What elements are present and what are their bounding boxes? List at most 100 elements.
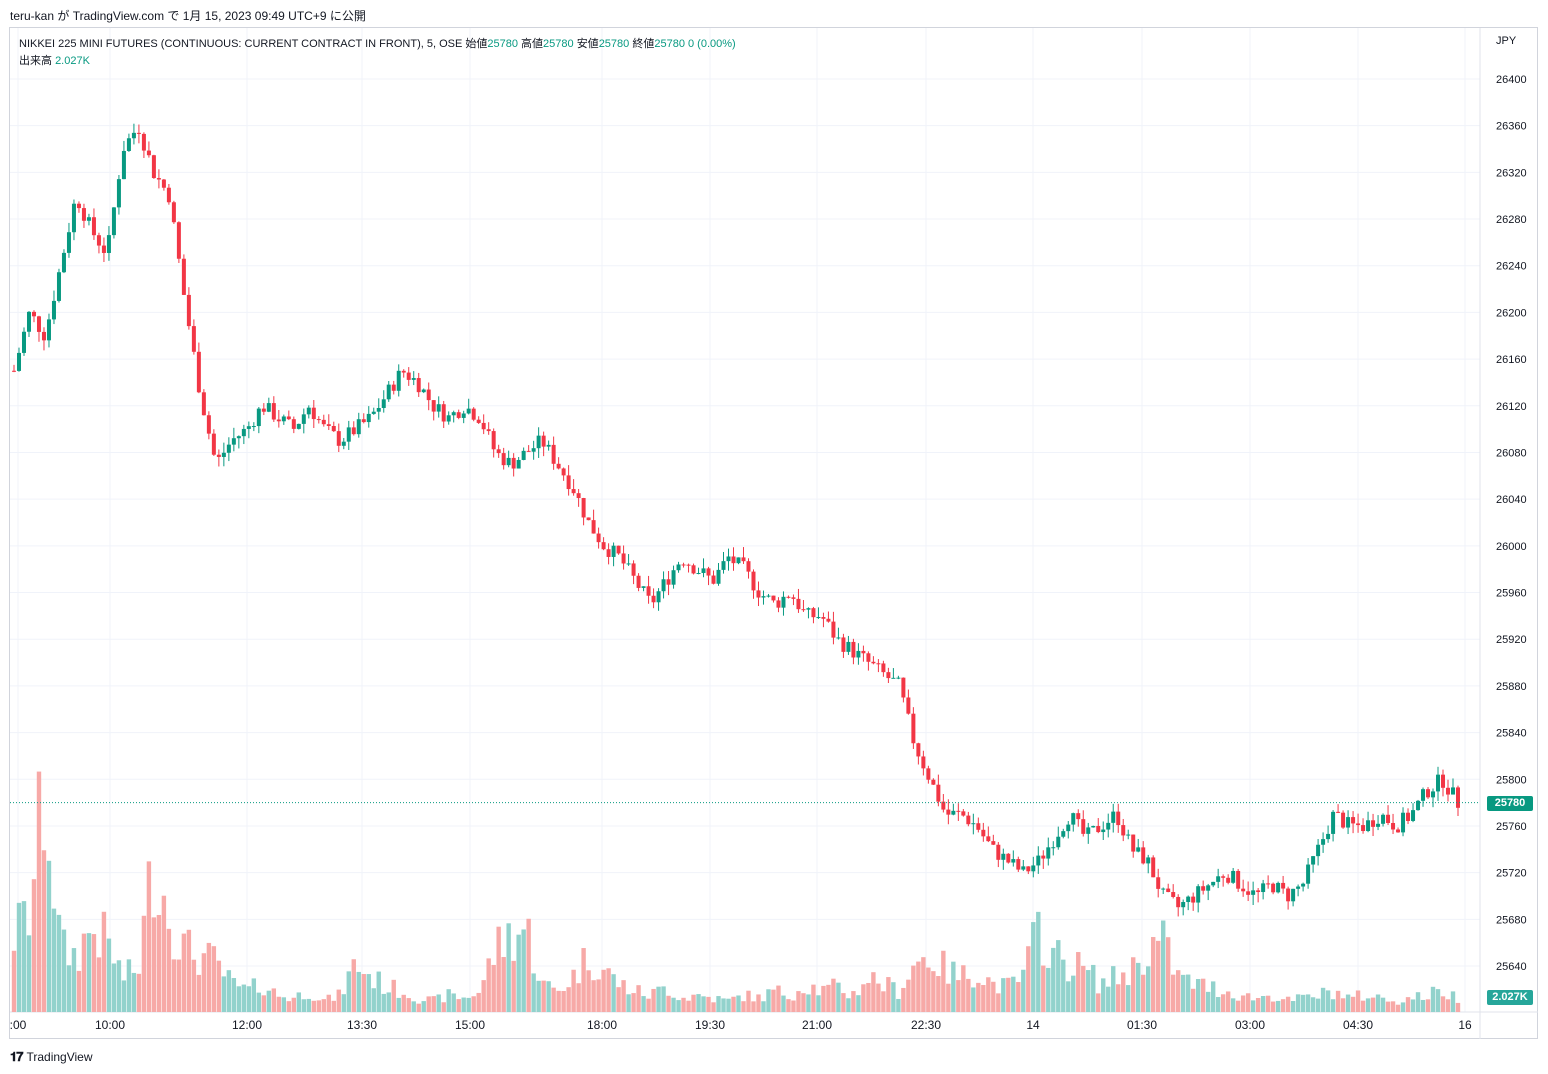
candle-body (216, 454, 221, 457)
candle-body (1131, 834, 1136, 852)
candle-body (836, 637, 841, 639)
volume-bar (906, 979, 911, 1012)
volume-bar (331, 1000, 336, 1012)
candle-body (1011, 859, 1016, 863)
y-tick-label: 25880 (1496, 681, 1527, 693)
volume-bar (1091, 964, 1096, 1012)
close-label: 終値 (632, 38, 655, 50)
candle-body (676, 564, 681, 571)
volume-bar (421, 1001, 426, 1012)
volume-bar (871, 972, 876, 1012)
volume-bar (981, 985, 986, 1012)
volume-bar (531, 973, 536, 1012)
volume-bar (691, 994, 696, 1012)
candle-body (1241, 888, 1246, 892)
volume-bar (1141, 974, 1146, 1012)
candle-body (206, 415, 211, 434)
candle-body (926, 768, 931, 780)
volume-bar (1360, 1000, 1366, 1012)
candle-body (541, 435, 546, 447)
volume-bar (291, 997, 297, 1012)
volume-bar (796, 991, 801, 1012)
volume-bar (1041, 965, 1046, 1012)
candle-body (251, 426, 256, 428)
volume-bar (191, 959, 197, 1012)
candle-body (1136, 847, 1141, 852)
candle-body (681, 564, 686, 566)
candle-body (1256, 890, 1261, 893)
volume-bar (376, 971, 381, 1012)
candle-body (1191, 896, 1196, 903)
candle-body (846, 641, 851, 652)
candle-body (131, 132, 136, 139)
candle-body (986, 836, 991, 842)
candle-body (776, 600, 781, 608)
volume-bar (626, 994, 631, 1012)
x-tick-label: 15:00 (455, 1018, 485, 1032)
tradingview-brand[interactable]: 𝟏𝟕 TradingView (10, 1049, 93, 1065)
volume-bar (1280, 999, 1286, 1012)
volume-bar (106, 938, 112, 1012)
volume-bar (811, 984, 816, 1012)
high-value: 25780 (543, 38, 574, 50)
volume-bar (281, 997, 287, 1012)
volume-bar (306, 998, 311, 1012)
volume-bar (631, 993, 636, 1012)
volume-bar (866, 982, 871, 1012)
candle-body (36, 316, 41, 332)
y-tick-label: 26000 (1496, 541, 1527, 553)
candle-body (481, 422, 486, 430)
volume-bar (771, 989, 776, 1012)
volume-bar (86, 933, 92, 1012)
candle-body (1186, 896, 1191, 903)
volume-bar (171, 959, 177, 1012)
volume-bar (851, 991, 856, 1012)
candle-body (706, 568, 711, 576)
chart-frame[interactable] (9, 27, 1538, 1039)
volume-bar (1096, 993, 1101, 1012)
candle-body (756, 590, 761, 598)
candle-body (801, 609, 806, 611)
volume-bar (1205, 991, 1211, 1012)
volume-bar (1365, 998, 1371, 1012)
candle-body (1046, 847, 1051, 859)
candle-body (1351, 817, 1356, 824)
candle-body (511, 457, 516, 469)
volume-bar (221, 976, 227, 1012)
volume-bar (466, 997, 471, 1012)
symbol-legend: NIKKEI 225 MINI FUTURES (CONTINUOUS: CUR… (19, 35, 736, 51)
candle-body (791, 597, 796, 599)
volume-bar (111, 963, 117, 1012)
volume-bar (21, 901, 27, 1012)
open-label: 始値 (465, 38, 488, 50)
candle-body (221, 452, 226, 457)
x-tick-label: 16 (1458, 1018, 1472, 1032)
volume-bar (886, 977, 891, 1012)
candle-body (1061, 831, 1066, 837)
volume-bar (581, 948, 586, 1012)
candle-body (1031, 865, 1036, 872)
candle-body (416, 378, 421, 393)
candle-body (466, 408, 471, 414)
volume-bar (336, 989, 341, 1012)
x-tick-label: 14 (1026, 1018, 1040, 1032)
volume-bar (526, 918, 531, 1012)
volume-bar (1190, 988, 1196, 1012)
volume-bar (711, 1002, 716, 1012)
candle-body (1206, 885, 1211, 891)
volume-bar (1051, 947, 1056, 1012)
volume-bar (1245, 993, 1251, 1012)
candle-body (1341, 812, 1346, 828)
candle-body (26, 311, 31, 332)
volume-bar (1066, 981, 1071, 1012)
candle-body (1066, 824, 1071, 832)
candle-body (441, 404, 446, 422)
volume-bar (276, 996, 282, 1012)
volume-bar (41, 850, 47, 1012)
volume-bar (881, 991, 886, 1012)
volume-bar (451, 993, 456, 1012)
volume-bar (211, 946, 217, 1012)
candle-body (586, 517, 591, 521)
candle-body (1076, 813, 1081, 820)
